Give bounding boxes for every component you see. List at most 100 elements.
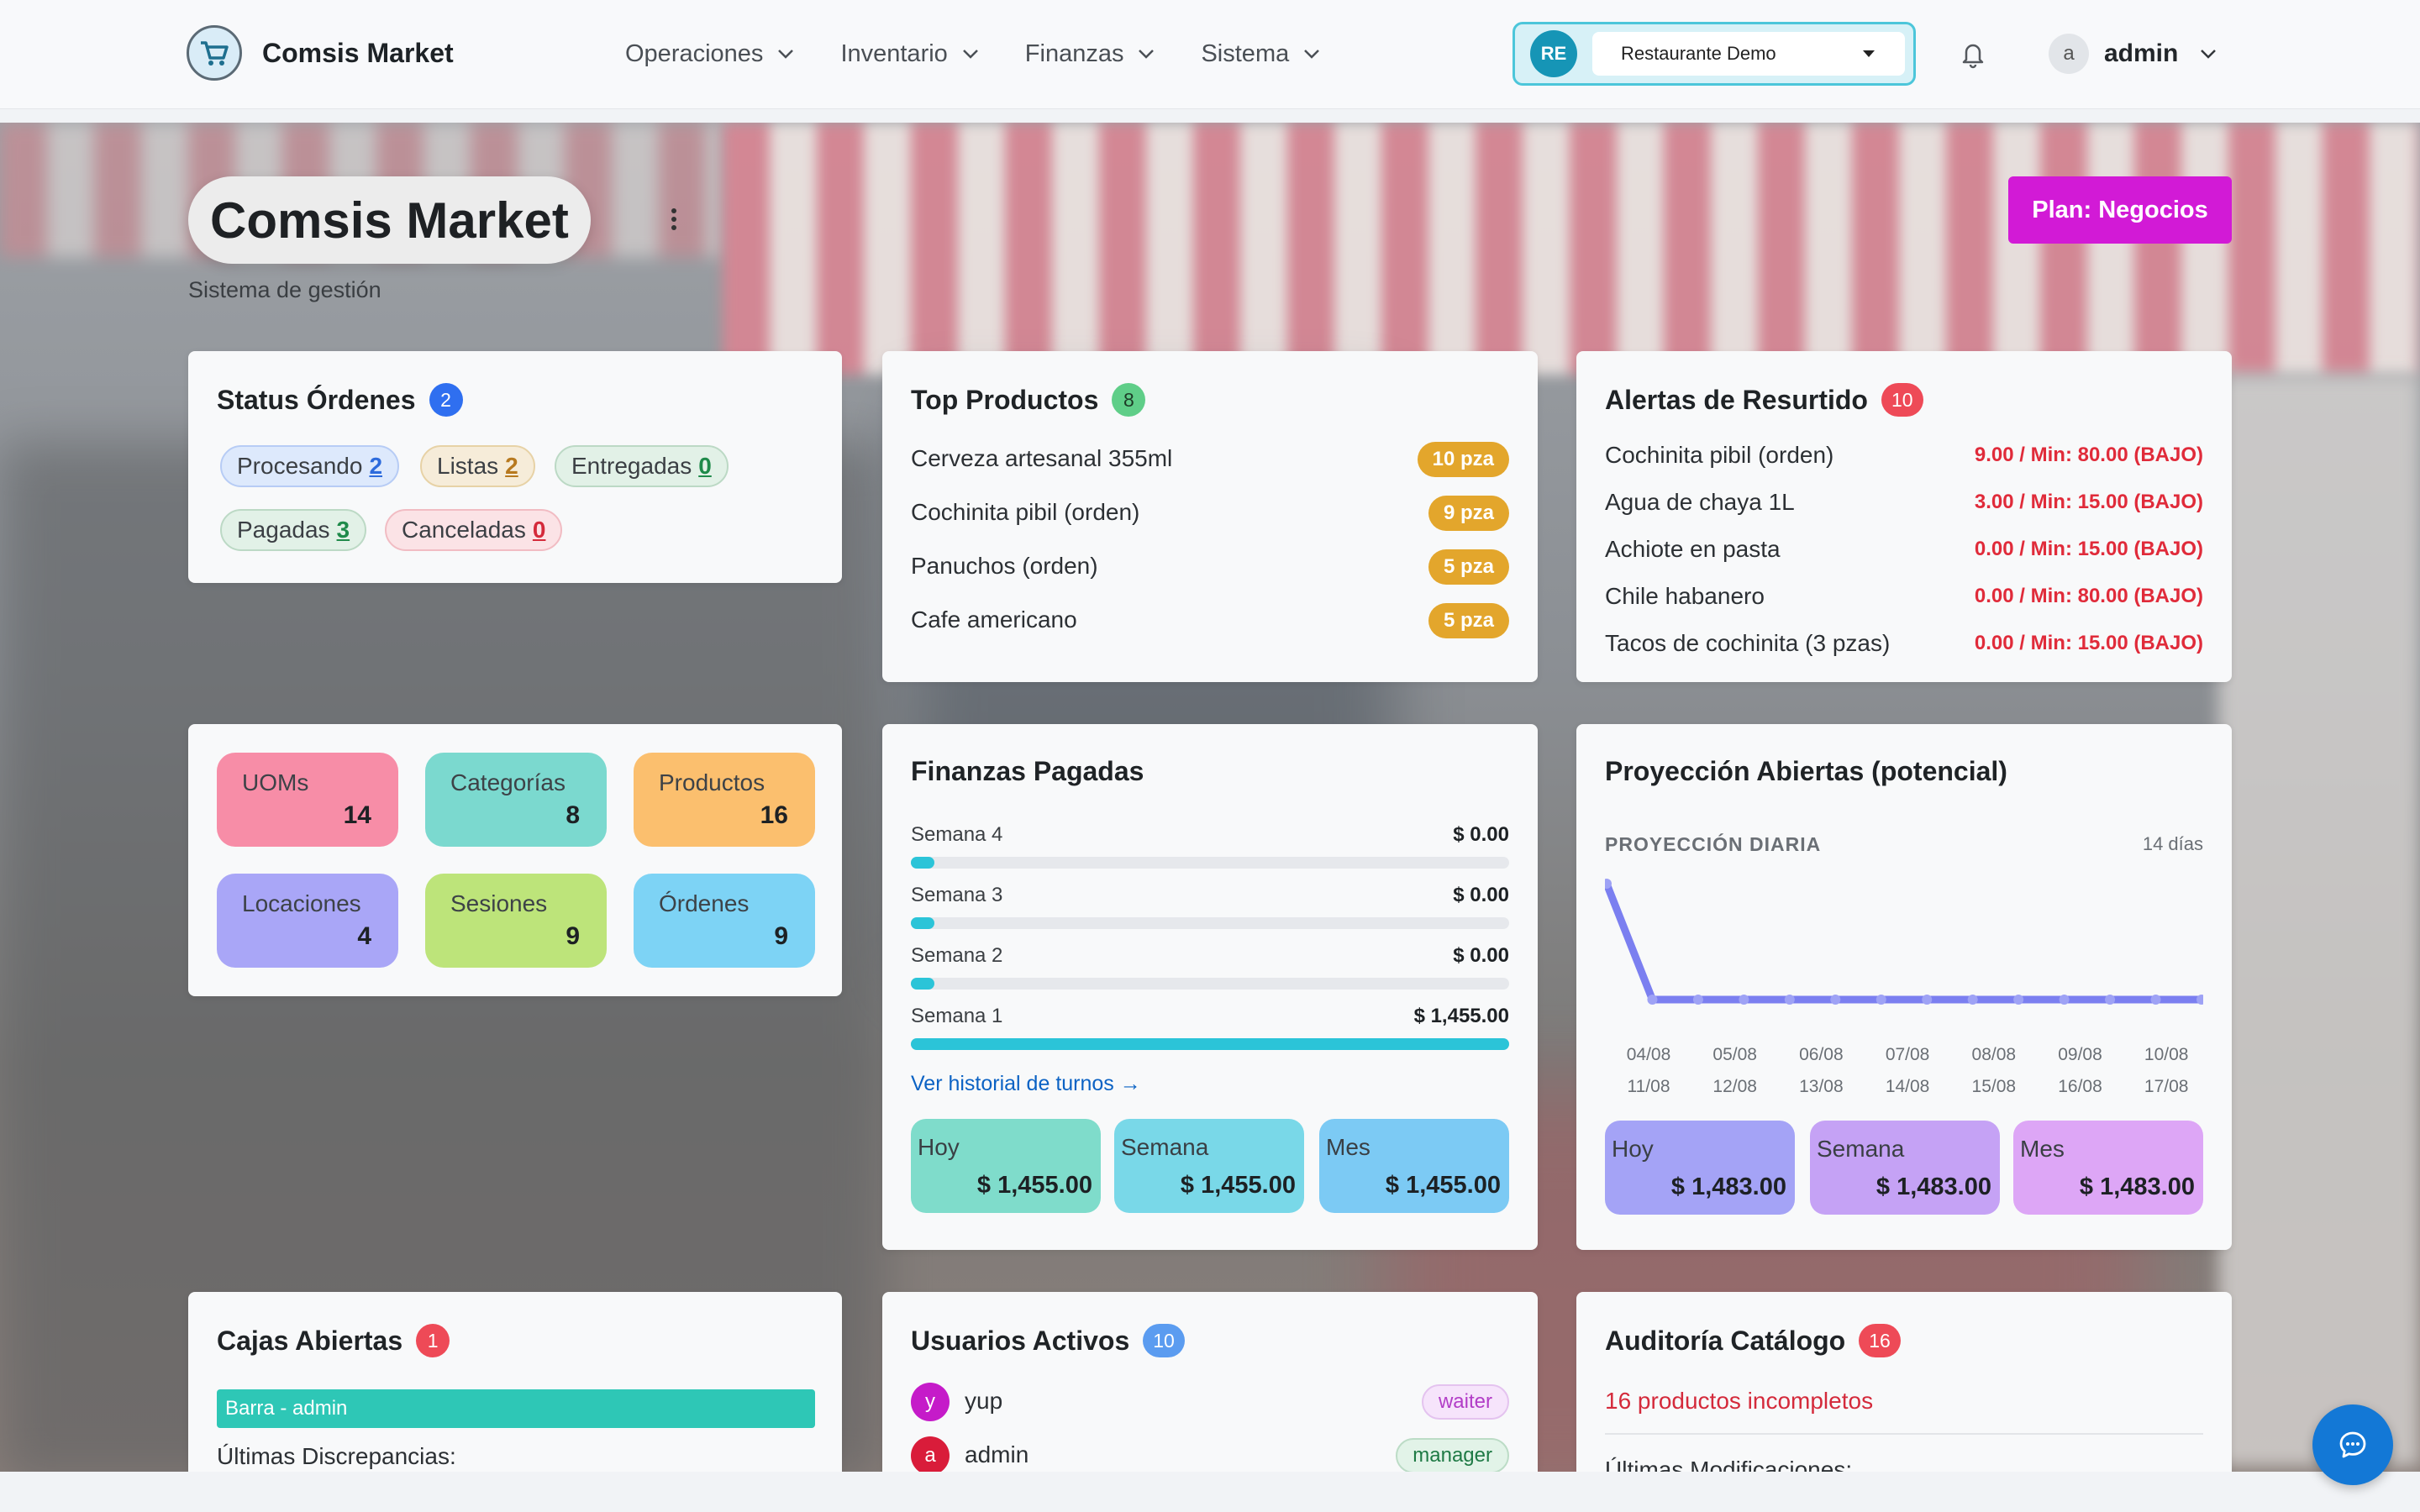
pill-label: Canceladas (402, 517, 526, 543)
data-point[interactable] (1830, 995, 1841, 1005)
qty-badge: 10 pza (1417, 442, 1509, 477)
page-title: Comsis Market (188, 176, 591, 264)
week-progress (911, 917, 1509, 929)
pill-listas[interactable]: Listas 2 (420, 445, 535, 487)
chat-icon (2339, 1431, 2366, 1458)
week-progress-fill (911, 1038, 1509, 1050)
pill-pagadas[interactable]: Pagadas 3 (220, 509, 367, 551)
product-name: Cerveza artesanal 355ml (911, 445, 1173, 471)
data-point[interactable] (1922, 995, 1933, 1005)
caja-label: Barra - admin (225, 1397, 348, 1420)
summary-label: Hoy (1612, 1136, 1654, 1162)
tile-label: Órdenes (659, 890, 750, 916)
role-badge: waiter (1421, 1384, 1509, 1420)
count-badge: 1 (416, 1324, 450, 1357)
tile-sesiones[interactable]: Sesiones 9 (425, 874, 607, 968)
data-point[interactable] (1605, 879, 1612, 889)
finanzas-pagadas-card: Finanzas Pagadas Semana 4 $ 0.00 Semana … (882, 724, 1538, 1250)
summary-hoy: Hoy $ 1,455.00 (911, 1119, 1101, 1213)
card-title: Status Órdenes (217, 384, 416, 415)
incompletos-text[interactable]: 16 productos incompletos (1605, 1388, 1874, 1414)
projection-line-chart (1605, 879, 2203, 1005)
summary-value: $ 1,455.00 (976, 1172, 1092, 1199)
bottom-edge (0, 1472, 2420, 1512)
data-point[interactable] (1784, 995, 1795, 1005)
chevron-down-icon (778, 50, 794, 59)
tile-locaciones[interactable]: Locaciones 4 (217, 874, 398, 968)
role-badge: manager (1396, 1438, 1509, 1473)
proyeccion-card: Proyección Abiertas (potencial) PROYECCI… (1576, 724, 2232, 1250)
x-tick-label: 06/08 (1799, 1045, 1844, 1064)
chevron-down-icon (962, 50, 978, 59)
brand-link[interactable]: Comsis Market (187, 25, 454, 81)
nav-sistema[interactable]: Sistema (1201, 40, 1323, 68)
data-point[interactable] (1967, 995, 1978, 1005)
pill-entregadas[interactable]: Entregadas 0 (555, 445, 729, 487)
data-point[interactable] (2105, 995, 2116, 1005)
week-label: Semana 1 (911, 1005, 1003, 1027)
qty-badge: 9 pza (1428, 496, 1509, 531)
data-point[interactable] (1647, 995, 1658, 1005)
user-menu[interactable]: a admin (2049, 34, 2220, 74)
data-point[interactable] (2196, 995, 2203, 1005)
chevron-down-icon (1304, 50, 1320, 59)
nav-operaciones[interactable]: Operaciones (625, 40, 797, 68)
week-progress (911, 978, 1509, 990)
summary-label: Semana (1121, 1134, 1209, 1160)
nav-label: Operaciones (625, 39, 764, 67)
tile-categorias[interactable]: Categorías 8 (425, 753, 607, 847)
pill-canceladas[interactable]: Canceladas 0 (385, 509, 563, 551)
card-header: Usuarios Activos 10 (911, 1324, 1185, 1357)
count-badge: 8 (1112, 383, 1146, 417)
summary-value: $ 1,483.00 (1670, 1173, 1786, 1200)
nav-label: Finanzas (1024, 39, 1124, 67)
tile-uoms[interactable]: UOMs 14 (217, 753, 398, 847)
week-value: $ 0.00 (1453, 823, 1509, 846)
card-header: Proyección Abiertas (potencial) (1605, 756, 2007, 787)
chart-range: 14 días (2142, 833, 2203, 854)
week-progress-fill (911, 978, 934, 990)
pill-value: 2 (505, 453, 518, 479)
tenant-select[interactable]: Restaurante Demo (1592, 32, 1905, 76)
summary-label: Mes (1326, 1134, 1370, 1160)
week-label: Semana 3 (911, 884, 1003, 906)
data-point[interactable] (2013, 995, 2024, 1005)
kebab-menu-icon[interactable] (666, 207, 682, 232)
qty-badge: 5 pza (1428, 549, 1509, 585)
ver-historial-link[interactable]: Ver historial de turnos → (911, 1072, 1141, 1095)
alert-item-value: 0.00 / Min: 15.00 (BAJO) (1974, 632, 2203, 654)
pill-label: Listas (437, 453, 499, 479)
data-point[interactable] (1692, 995, 1703, 1005)
tile-ordenes[interactable]: Órdenes 9 (634, 874, 815, 968)
week-progress-fill (911, 857, 934, 869)
count-badge: 16 (1859, 1324, 1901, 1357)
cart-logo-icon (187, 25, 242, 81)
tile-value: 9 (566, 922, 580, 950)
nav-finanzas[interactable]: Finanzas (1025, 40, 1158, 68)
alert-item-name: Chile habanero (1605, 583, 1765, 609)
summary-value: $ 1,483.00 (2079, 1173, 2195, 1200)
caja-item[interactable]: Barra - admin (217, 1389, 815, 1428)
alert-item-name: Tacos de cochinita (3 pzas) (1605, 630, 1891, 656)
chat-button[interactable] (2312, 1404, 2393, 1485)
x-tick-label: 17/08 (2144, 1077, 2189, 1096)
data-point[interactable] (2150, 995, 2161, 1005)
card-header: Auditoría Catálogo 16 (1605, 1324, 1901, 1357)
tile-productos[interactable]: Productos 16 (634, 753, 815, 847)
pill-procesando[interactable]: Procesando 2 (220, 445, 400, 487)
proj-summary-hoy: Hoy $ 1,483.00 (1605, 1121, 1795, 1215)
tile-value: 8 (566, 801, 580, 829)
plan-button[interactable]: Plan: Negocios (2008, 176, 2232, 244)
week-value: $ 0.00 (1453, 884, 1509, 906)
x-tick-label: 14/08 (1885, 1077, 1930, 1096)
data-point[interactable] (1876, 995, 1886, 1005)
alert-item-name: Agua de chaya 1L (1605, 489, 1795, 515)
summary-value: $ 1,455.00 (1180, 1172, 1296, 1199)
chevron-down-icon (2201, 50, 2217, 59)
card-header: Alertas de Resurtido 10 (1605, 383, 1923, 417)
data-point[interactable] (2059, 995, 2070, 1005)
nav-label: Inventario (840, 39, 948, 67)
bell-icon[interactable] (1956, 37, 1990, 71)
data-point[interactable] (1739, 995, 1749, 1005)
nav-inventario[interactable]: Inventario (840, 40, 981, 68)
